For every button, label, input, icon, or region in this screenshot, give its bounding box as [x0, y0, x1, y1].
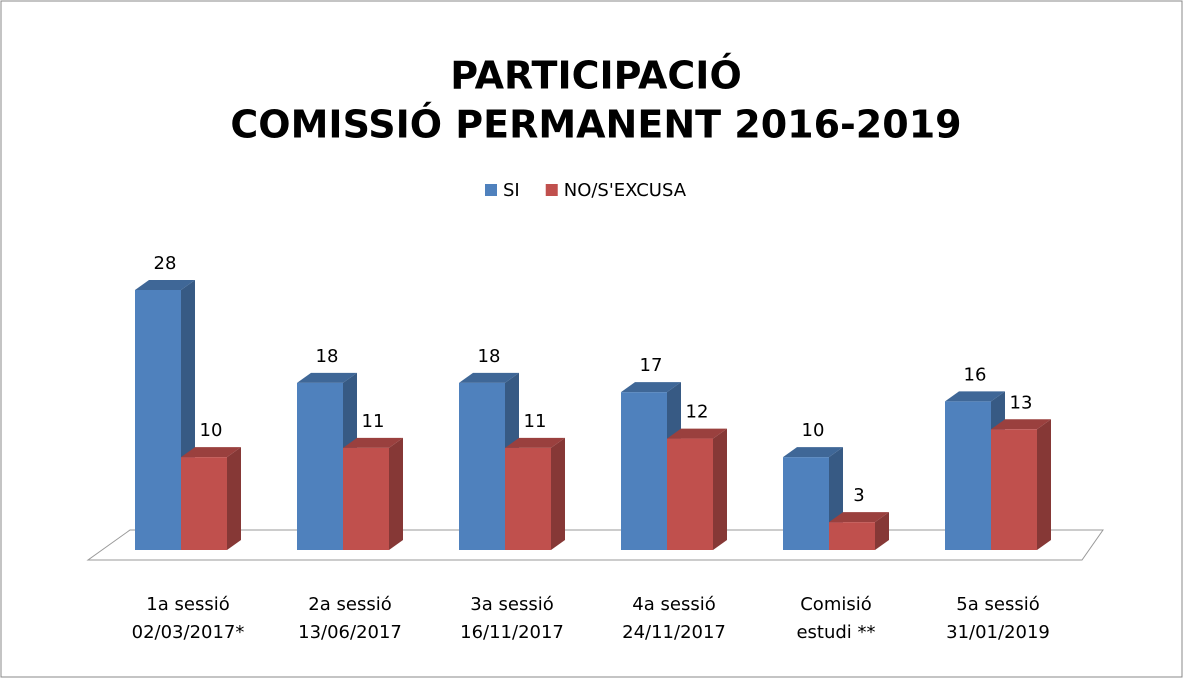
bar [343, 437, 403, 550]
bar-front [505, 447, 551, 550]
x-tick-label: 1a sessió [146, 594, 229, 615]
data-label: 18 [316, 346, 339, 367]
bar-top [667, 428, 727, 439]
legend-label: SI [503, 180, 520, 201]
bar-front [783, 457, 829, 550]
data-label: 18 [478, 346, 501, 367]
bar-front [667, 438, 713, 550]
bar-front [343, 447, 389, 550]
x-tick-label: 5a sessió [956, 594, 1039, 615]
legend-swatch [545, 184, 558, 196]
bar-front [829, 522, 875, 550]
bar-front [991, 429, 1037, 550]
bar-top [297, 372, 357, 383]
data-label: 11 [362, 411, 385, 432]
bar-side [551, 437, 565, 550]
x-tick-label: 13/06/2017 [298, 622, 402, 643]
bar [829, 512, 889, 550]
chart-title: COMISSIÓ PERMANENT 2016-2019 [230, 103, 961, 147]
legend-label: NO/S'EXCUSA [564, 180, 687, 201]
bar-top [459, 372, 519, 383]
legend-swatch [485, 184, 497, 196]
x-tick-label: 3a sessió [470, 594, 553, 615]
bar-side [1037, 419, 1051, 550]
data-label: 17 [640, 355, 663, 376]
data-label: 10 [200, 420, 223, 441]
x-tick-label: 02/03/2017* [132, 622, 245, 643]
bar-side [713, 428, 727, 550]
bar-top [991, 419, 1051, 430]
chart-title: PARTICIPACIÓ [450, 54, 742, 98]
bar-side [227, 447, 241, 550]
bar-top [621, 382, 681, 393]
x-tick-label: Comisió [800, 594, 872, 615]
x-tick-label: 2a sessió [308, 594, 391, 615]
bar-top [343, 437, 403, 448]
data-label: 16 [964, 364, 987, 385]
data-label: 3 [853, 485, 864, 506]
bar-side [875, 512, 889, 550]
bar-front [621, 392, 667, 550]
data-label: 13 [1010, 392, 1033, 413]
bar-top [135, 280, 195, 290]
data-label: 11 [524, 411, 547, 432]
data-label: 28 [154, 253, 177, 274]
x-tick-label: estudi ** [796, 622, 875, 643]
x-tick-label: 31/01/2019 [946, 622, 1050, 643]
data-label: 12 [686, 402, 709, 423]
bar-top [829, 512, 889, 523]
bar-front [459, 382, 505, 550]
x-tick-label: 24/11/2017 [622, 622, 726, 643]
bar [181, 447, 241, 550]
bar-front [181, 457, 227, 550]
bar-top [181, 447, 241, 458]
data-label: 10 [802, 420, 825, 441]
bar-top [505, 437, 565, 448]
bar-front [945, 401, 991, 550]
bar-top [945, 391, 1005, 402]
x-tick-label: 16/11/2017 [460, 622, 564, 643]
bar-side [389, 437, 403, 550]
bar-front [135, 290, 181, 550]
x-tick-label: 4a sessió [632, 594, 715, 615]
bar [783, 447, 843, 550]
bar [991, 419, 1051, 550]
bar [667, 428, 727, 550]
bar-front [297, 382, 343, 550]
bar-top [783, 447, 843, 458]
bar [505, 437, 565, 550]
